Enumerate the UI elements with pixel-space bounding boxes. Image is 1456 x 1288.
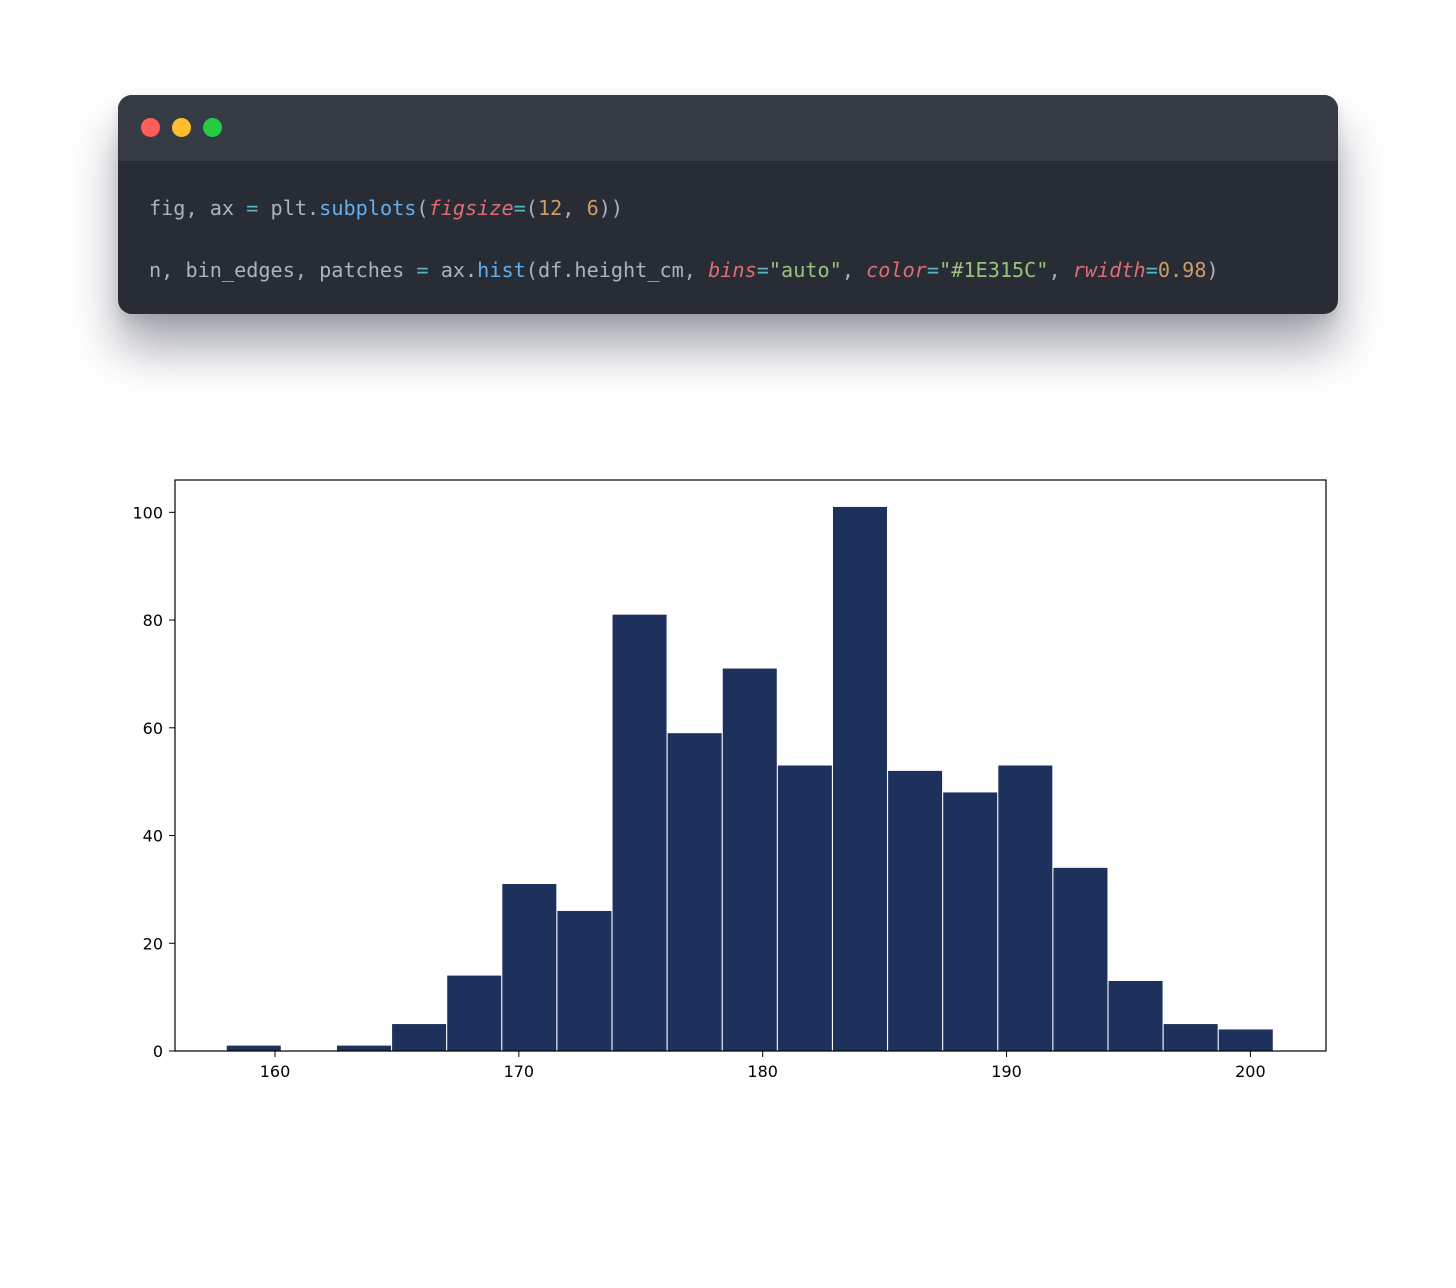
- code-token: bins: [708, 258, 757, 282]
- code-token: ,: [562, 196, 587, 220]
- code-token: ax.: [428, 258, 478, 282]
- code-token: 0.98: [1157, 258, 1207, 282]
- code-token: (: [416, 196, 429, 220]
- x-tick-label: 170: [504, 1062, 535, 1081]
- histogram-bar: [226, 1045, 281, 1051]
- code-token: ,: [1048, 258, 1073, 282]
- histogram-bar: [832, 506, 887, 1051]
- ticks-layer: 160 170 180 190 200 0 20 40 60 80 100: [132, 503, 1265, 1081]
- code-token: "auto": [768, 258, 842, 282]
- code-token: (: [525, 196, 538, 220]
- y-tick-label: 40: [143, 827, 163, 846]
- y-tick-label: 20: [143, 934, 163, 953]
- histogram-bar: [502, 884, 557, 1051]
- window-titlebar: [118, 95, 1338, 161]
- code-token: subplots: [319, 196, 417, 220]
- close-button-icon[interactable]: [141, 118, 160, 137]
- x-tick-label: 190: [991, 1062, 1022, 1081]
- code-token: )): [598, 196, 624, 220]
- code-token: "#1E315C": [939, 258, 1049, 282]
- code-token: n, bin_edges, patches: [149, 258, 417, 282]
- code-token: fig, ax: [149, 196, 247, 220]
- histogram-bar: [1108, 980, 1163, 1051]
- histogram-bar: [392, 1024, 447, 1051]
- y-tick-label: 80: [143, 611, 163, 630]
- code-token: ): [1206, 258, 1219, 282]
- code-token: color: [866, 258, 927, 282]
- histogram-bar: [667, 733, 722, 1051]
- minimize-button-icon[interactable]: [172, 118, 191, 137]
- histogram-bar: [1218, 1029, 1273, 1051]
- code-token: =: [926, 258, 940, 282]
- histogram-bar: [777, 765, 832, 1051]
- code-line-2: n, bin_edges, patches = ax.hist(df.heigh…: [149, 256, 1219, 284]
- code-token: 6: [586, 196, 599, 220]
- code-token: (df.height_cm,: [525, 258, 709, 282]
- code-line-1: fig, ax = plt.subplots(figsize=(12, 6)): [149, 194, 623, 222]
- histogram-bar: [722, 668, 777, 1051]
- x-tick-label: 200: [1235, 1062, 1266, 1081]
- axes-frame: [174, 479, 1327, 1052]
- code-token: hist: [477, 258, 526, 282]
- histogram-bar: [998, 765, 1053, 1051]
- code-token: ,: [841, 258, 867, 282]
- histogram-bar: [557, 910, 612, 1051]
- code-token: rwidth: [1072, 258, 1146, 282]
- code-token: =: [513, 196, 526, 220]
- histogram-bar: [447, 975, 502, 1051]
- maximize-button-icon[interactable]: [203, 118, 222, 137]
- y-tick-label: 100: [132, 503, 163, 522]
- histogram-bar: [1163, 1024, 1218, 1051]
- code-token: =: [756, 258, 769, 282]
- histogram-bar: [1053, 867, 1108, 1051]
- y-tick-label: 60: [143, 719, 163, 738]
- x-tick-label: 180: [747, 1062, 778, 1081]
- x-tick-label: 160: [260, 1062, 291, 1081]
- bars-layer: [226, 506, 1273, 1051]
- code-token: =: [416, 258, 429, 282]
- histogram-bar: [612, 614, 667, 1051]
- histogram-bar: [943, 792, 998, 1051]
- code-token: =: [246, 196, 259, 220]
- y-tick-label: 0: [153, 1042, 163, 1061]
- code-token: =: [1145, 258, 1158, 282]
- histogram-bar: [888, 770, 943, 1051]
- code-token: plt.: [258, 196, 320, 220]
- histogram-bar: [336, 1045, 391, 1051]
- code-token: figsize: [428, 196, 514, 220]
- code-token: 12: [537, 196, 563, 220]
- code-window: fig, ax = plt.subplots(figsize=(12, 6)) …: [118, 95, 1338, 314]
